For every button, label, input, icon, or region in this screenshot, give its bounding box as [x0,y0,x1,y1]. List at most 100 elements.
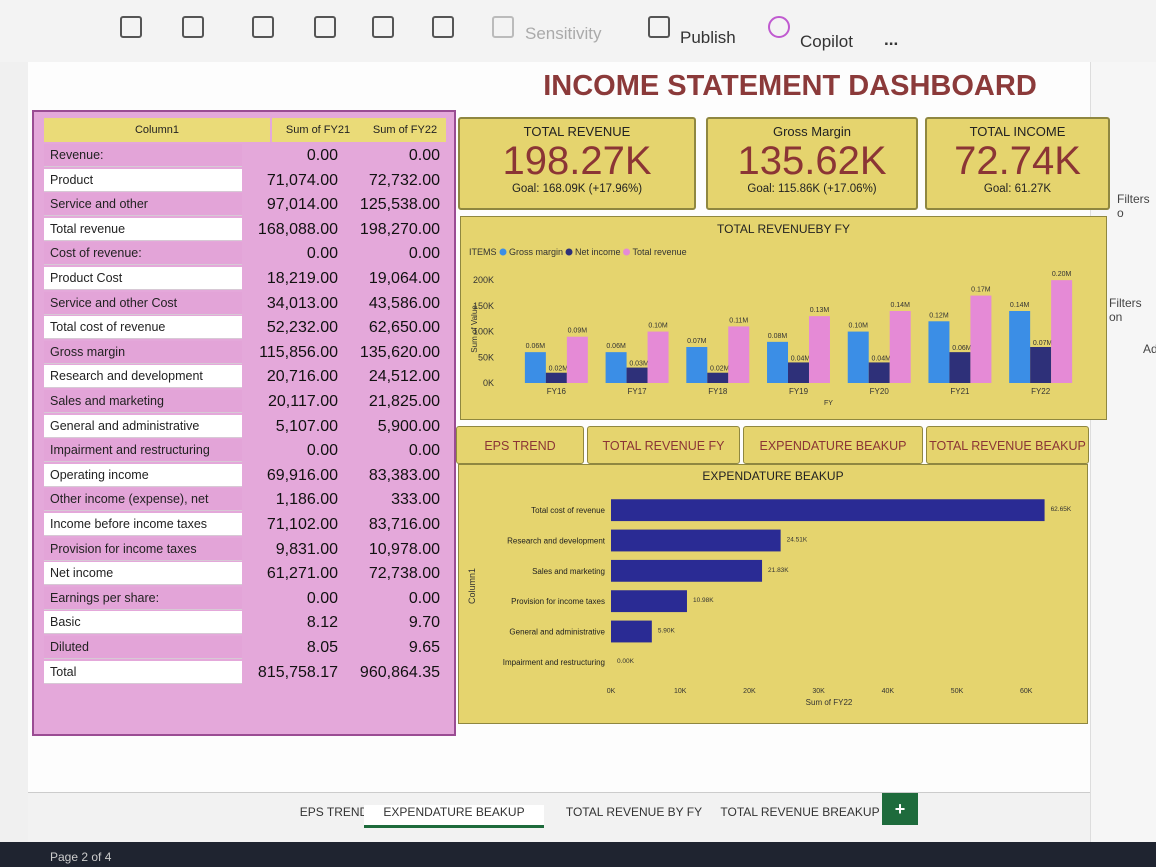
cell-value: 5,900.00 [377,417,440,435]
bar [949,352,971,383]
row-label: Diluted [44,636,242,659]
row-label: Service and other [44,193,242,217]
cell-value: 83,383.00 [368,466,440,484]
legend-title: ITEMS [469,247,497,257]
y-axis-label: Column1 [467,568,477,604]
data-label: 0.17M [971,287,991,294]
column-header: Sum of FY21 [272,118,364,142]
page-status: Page 2 of 4 [50,850,112,864]
bar [847,331,869,383]
row-label: Sales and marketing [44,390,242,413]
bar [970,295,992,383]
data-label: 0.07M [687,338,707,345]
cell-value: 24,512.00 [368,368,440,386]
cell-value: 5,107.00 [275,417,338,435]
data-label: 0.04M [791,355,811,362]
page-tab[interactable]: EPS TREND [299,805,369,819]
icon [432,16,454,38]
y-tick-label: 50K [478,352,494,362]
page-tab[interactable]: EXPENDATURE BEAKUP [364,805,544,828]
x-tick-label: 50K [951,688,964,695]
more[interactable]: ... [884,30,899,49]
kpi-goal: Goal: 168.09K (+17.96%) [511,183,643,195]
taskbar [0,842,1156,867]
row-label: Revenue: [44,144,242,167]
data-label: 0.03M [629,361,649,368]
cell-value: 43,586.00 [368,294,440,312]
cell-value: 0.00 [306,245,338,263]
bar [611,529,781,552]
cell-value: 168,088.00 [257,220,338,238]
row-label: Other income (expense), net [44,488,242,512]
dashboard-title: INCOME STATEMENT DASHBOARD [543,70,1037,102]
add-label[interactable]: Ad [1143,342,1156,356]
data-label: 0.02M [549,366,569,373]
nav-button[interactable]: EXPENDATURE BEAKUP [743,426,923,464]
cell-value: 18,219.00 [266,270,338,287]
data-label: 0.00K [617,658,635,665]
bar [626,367,648,383]
nav-button[interactable]: TOTAL REVENUE FY [587,426,740,464]
cell-value: 0.00 [306,589,338,607]
y-tick-label: Total cost of revenue [531,506,605,515]
data-label: 5.90K [658,628,676,635]
data-label: 0.06M [606,343,626,350]
page-tab[interactable]: TOTAL REVENUE BREAKUP [720,805,880,819]
page-tab[interactable]: TOTAL REVENUE BY FY [565,805,703,819]
row-label: Gross margin [44,340,242,364]
revenue-chart: TOTAL REVENUEBY FY ITEMS Gross margin Net i… [460,216,1107,420]
kpi-label: Gross Margin [772,124,852,139]
x-tick-label: FY21 [950,387,970,396]
cell-value: 71,074.00 [266,171,338,189]
expense-chart: EXPENDATURE BEAKUP Column1 Total cost of r… [458,464,1088,724]
cell-value: 0.00 [408,147,440,164]
cell-value: 0.00 [408,589,440,607]
x-tick-label: 0K [607,688,616,695]
icon [492,16,514,38]
icon [182,16,204,38]
cell-value: 815,758.17 [257,663,338,681]
publish[interactable]: Publish [680,28,736,47]
legend-marker [499,248,507,256]
filters-label: Filters o [1117,192,1150,220]
bar [524,352,546,383]
cell-value: 72,732.00 [368,171,440,189]
kpi-card: TOTAL INCOME 72.74K Goal: 61.27K [925,117,1110,210]
y-tick-label: Sales and marketing [532,567,605,576]
nav-button[interactable]: EPS TREND [456,426,584,464]
bar [767,341,789,383]
x-tick-label: 40K [882,688,895,695]
data-label: 0.14M [1010,302,1030,309]
row-label: Operating income [44,463,242,487]
cell-value: 9,831.00 [275,540,338,558]
data-label: 0.02M [710,366,730,373]
x-tick-label: 10K [674,688,687,695]
cell-value: 97,014.00 [266,196,338,214]
row-label: Cost of revenue: [44,242,242,266]
data-label: 0.06M [526,343,546,350]
page-tab[interactable]: + [882,793,918,825]
kpi-card: Gross Margin 135.62K Goal: 115.86K (+17.06… [706,117,918,210]
data-label: 0.04M [871,355,891,362]
nav-button[interactable]: TOTAL REVENUE BEAKUP [926,426,1089,464]
icon [768,16,790,38]
y-tick-label: Impairment and restructuring [503,658,605,667]
copilot[interactable]: Copilot [800,32,853,51]
legend-marker [565,248,573,256]
row-label: Impairment and restructuring [44,439,242,463]
cell-value: 10,978.00 [368,540,440,558]
column-header: Sum of FY22 [364,118,446,142]
kpi-value: 135.62K [737,139,887,183]
sensitivity[interactable]: Sensitivity [525,24,602,43]
data-label: 0.09M [568,328,588,335]
y-tick-label: Provision for income taxes [511,597,605,606]
cell-value: 62,650.00 [368,319,440,337]
y-tick-label: 150K [473,301,494,311]
data-label: 10.98K [693,597,714,604]
cell-value: 61,271.00 [266,565,338,583]
row-label: Provision for income taxes [44,537,242,561]
cell-value: 125,538.00 [359,196,440,214]
cell-value: 198,270.00 [359,220,440,238]
cell-value: 0.00 [306,147,338,164]
